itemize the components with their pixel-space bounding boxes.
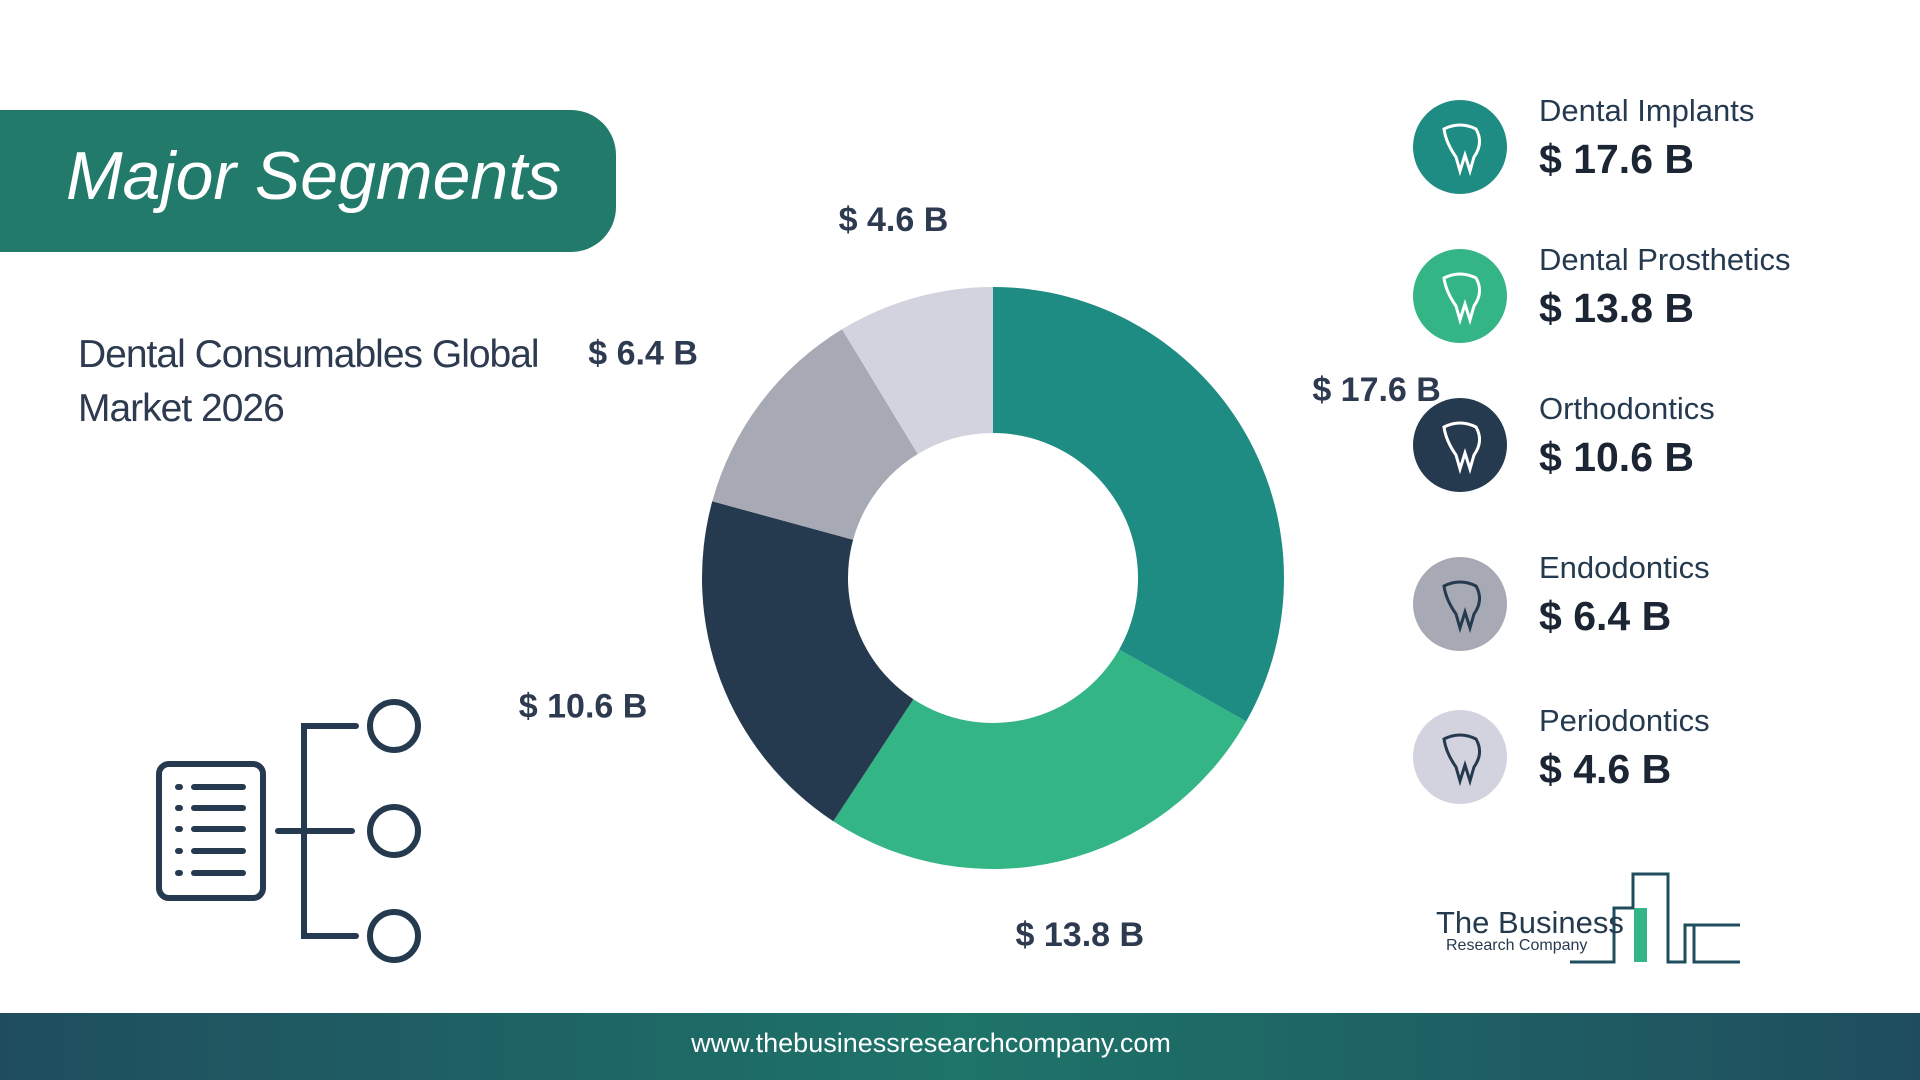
legend-icon — [1413, 398, 1507, 492]
data-label: $ 4.6 B — [839, 201, 949, 239]
legend-label: Dental Prosthetics — [1539, 242, 1791, 277]
logo-line1: The Business — [1436, 905, 1624, 940]
list-icon — [156, 699, 421, 963]
chart-title: Major Segments — [66, 138, 561, 214]
chart-subtitle: Dental Consumables Global Market 2026 — [78, 333, 540, 430]
legend-label: Dental Implants — [1539, 93, 1754, 128]
legend-icon-tooth — [1442, 580, 1481, 634]
donut-slice — [833, 649, 1247, 869]
legend-icon — [1413, 557, 1507, 651]
legend-label: Orthodontics — [1539, 391, 1715, 426]
legend-icon-tooth — [1442, 123, 1481, 177]
legend-value: $ 10.6 B — [1539, 434, 1694, 480]
donut-slice — [993, 287, 1284, 722]
data-label: $ 10.6 B — [519, 688, 648, 726]
legend-label: Periodontics — [1539, 703, 1710, 738]
subtitle-box: Dental Consumables Global Market 2026 — [78, 333, 540, 430]
data-label: $ 13.8 B — [1016, 916, 1145, 954]
footer — [0, 1013, 1920, 1080]
donut-slice — [712, 329, 918, 540]
legend-value: $ 6.4 B — [1539, 593, 1671, 639]
legend-icon-tooth — [1442, 272, 1481, 326]
logo-line2: Research Company — [1446, 937, 1587, 954]
legend-icon — [1413, 710, 1507, 804]
logo: The Business Research Company — [1436, 872, 1740, 964]
legend-value: $ 4.6 B — [1539, 746, 1671, 792]
donut-slice — [842, 287, 993, 455]
footer-url: www.thebusinessresearchcompany.com — [690, 1028, 1171, 1058]
legend-value: $ 17.6 B — [1539, 136, 1694, 182]
title-banner — [0, 110, 616, 252]
logo-bar — [1634, 908, 1647, 962]
legend-icon-tooth — [1442, 733, 1481, 787]
legend-icon — [1413, 249, 1507, 343]
donut-slice — [702, 501, 914, 822]
legend-label: Endodontics — [1539, 550, 1710, 585]
data-label: $ 17.6 B — [1312, 371, 1441, 409]
legend-icon — [1413, 100, 1507, 194]
legend-icon-tooth — [1442, 421, 1481, 475]
data-label: $ 6.4 B — [588, 334, 698, 372]
legend-value: $ 13.8 B — [1539, 285, 1694, 331]
